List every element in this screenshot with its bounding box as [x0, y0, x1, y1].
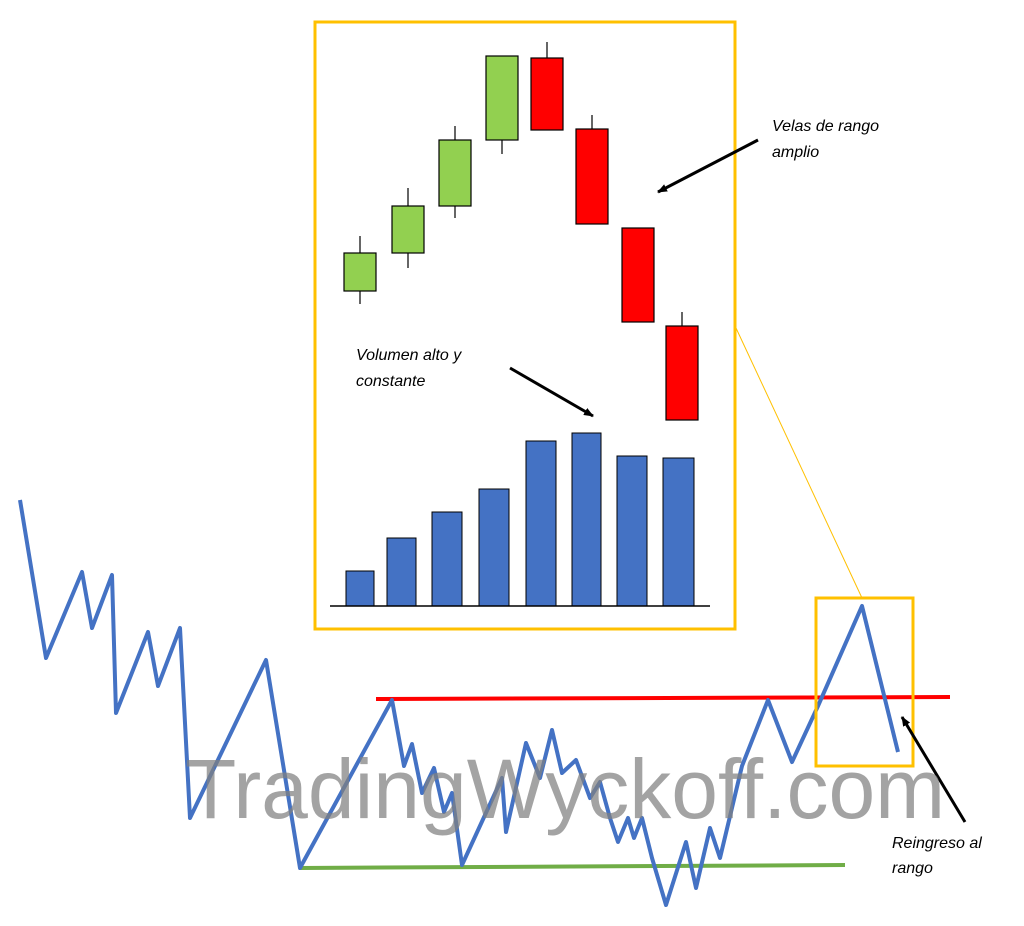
volume-bars — [330, 432, 710, 607]
volume-arrow — [509, 366, 594, 418]
candle — [665, 325, 699, 421]
candle — [621, 227, 655, 323]
wide-range-label-line1: Velas de rango — [772, 118, 879, 135]
candle — [438, 139, 472, 207]
upthrust-highlight-box — [814, 596, 915, 768]
wide-range-label-line2: amplio — [772, 144, 819, 161]
volume-bar — [478, 488, 510, 607]
watermark: TradingWyckoff.com — [185, 742, 945, 836]
candle — [343, 252, 377, 292]
candle — [530, 57, 564, 131]
wide-range-arrow — [657, 138, 759, 194]
candle — [575, 128, 609, 225]
volume-bar — [616, 455, 648, 607]
resistance-line — [375, 695, 951, 701]
volume-label-line1: Volumen alto y — [356, 347, 462, 364]
volume-bar — [662, 457, 695, 607]
volume-bar — [571, 432, 602, 607]
reentry-arrow — [900, 716, 967, 823]
volume-bar — [431, 511, 463, 607]
reentry-label-line1: Reingreso al — [892, 835, 982, 852]
candle — [485, 55, 519, 141]
zoom-connector — [735, 327, 863, 599]
volume-label-line2: constante — [356, 373, 425, 390]
candlestick-group — [343, 42, 699, 421]
support-line — [299, 863, 846, 870]
price-line — [18, 499, 900, 907]
volume-bar — [345, 570, 375, 607]
candle — [391, 205, 425, 254]
reentry-label-line2: rango — [892, 860, 933, 877]
volume-bar — [525, 440, 557, 607]
volume-bar — [386, 537, 417, 607]
